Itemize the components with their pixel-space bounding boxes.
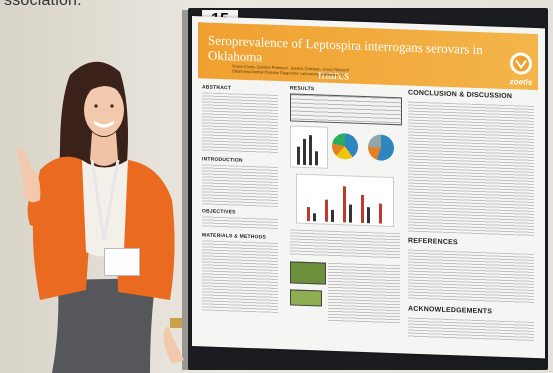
acknowledgements-text xyxy=(408,317,534,342)
bar xyxy=(297,146,300,165)
zoetis-logo: zoetis xyxy=(504,51,538,88)
poster-title-line-1: Seroprevalence of Leptospira interrogans… xyxy=(208,32,483,65)
bar xyxy=(361,194,364,224)
poster-banner: Seroprevalence of Leptospira interrogans… xyxy=(198,22,538,91)
leptospira-image xyxy=(290,289,322,307)
results-bar-chart-large xyxy=(296,173,394,228)
bar xyxy=(331,209,334,222)
results-text xyxy=(290,229,400,260)
section-introduction: INTRODUCTION xyxy=(202,156,243,164)
introduction-text xyxy=(202,164,278,208)
section-materials: MATERIALS & METHODS xyxy=(202,232,266,241)
materials-text xyxy=(202,240,278,314)
results-table xyxy=(290,93,402,126)
seal-icon xyxy=(510,52,532,75)
bar xyxy=(343,186,346,223)
board-post xyxy=(182,10,192,370)
objectives-text xyxy=(202,216,278,232)
section-objectives: OBJECTIVES xyxy=(202,208,236,216)
results-bar-chart-small xyxy=(290,125,328,169)
section-abstract: ABSTRACT xyxy=(202,84,232,92)
section-acknowledgements: ACKNOWLEDGEMENTS xyxy=(408,305,493,316)
oklahoma-map xyxy=(290,261,326,285)
references-text xyxy=(408,249,534,304)
section-references: REFERENCES xyxy=(408,237,458,247)
conclusion-text xyxy=(408,101,534,236)
pie-chart-2 xyxy=(368,134,394,162)
section-conclusion: CONCLUSION & DISCUSSION xyxy=(408,89,513,101)
bar xyxy=(379,203,382,224)
section-results: RESULTS xyxy=(290,85,315,93)
logo-word: zoetis xyxy=(509,77,533,87)
bar xyxy=(313,213,316,222)
bar xyxy=(349,204,352,223)
bar xyxy=(367,207,370,224)
pie-chart-1 xyxy=(332,132,358,160)
abstract-text xyxy=(202,92,278,156)
caption-fragment: ssociation. xyxy=(4,0,82,9)
name-badge xyxy=(104,248,140,276)
bar xyxy=(315,151,318,166)
bar xyxy=(325,199,328,222)
bar xyxy=(309,135,312,166)
research-poster: Seroprevalence of Leptospira interrogans… xyxy=(192,16,545,359)
presenter-figure xyxy=(17,61,184,373)
results-table-lower xyxy=(328,262,400,326)
bar xyxy=(307,207,310,222)
bar xyxy=(303,138,306,165)
